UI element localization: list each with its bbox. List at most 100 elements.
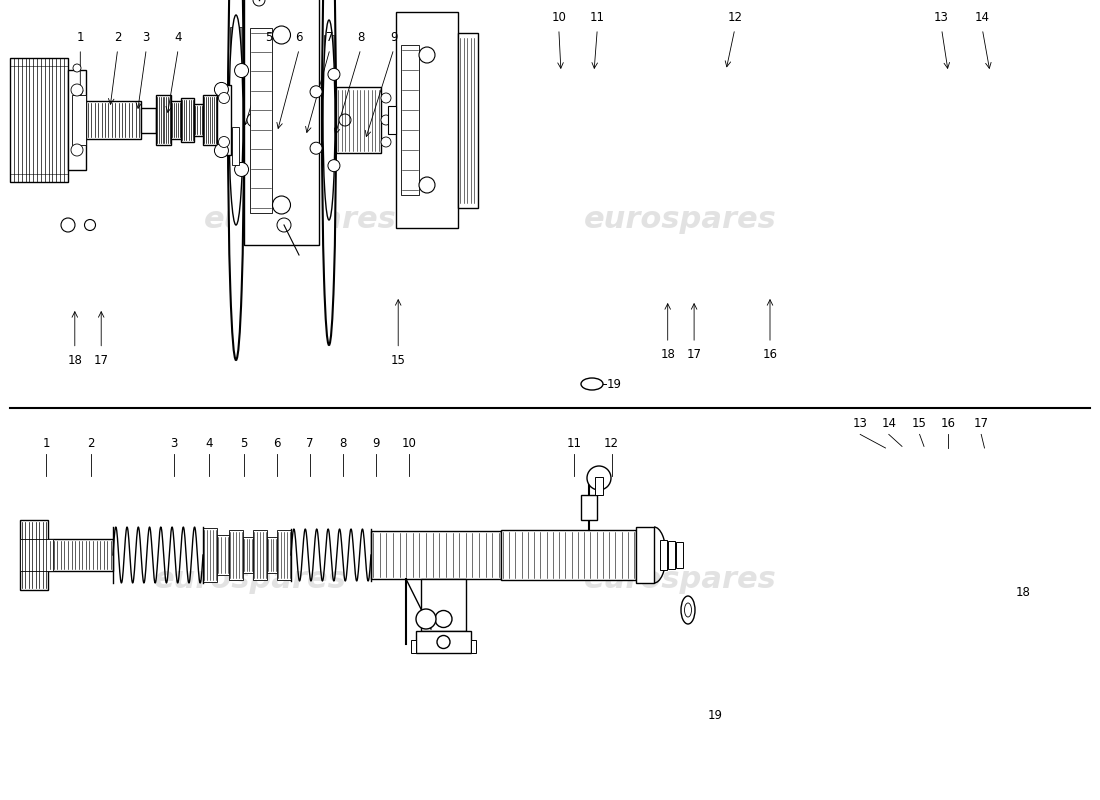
Text: 1: 1 [43,437,50,450]
Ellipse shape [323,20,336,220]
Text: 7: 7 [307,437,314,450]
Text: 8: 8 [358,31,364,44]
Circle shape [328,160,340,172]
Text: 19: 19 [607,378,621,390]
Text: 5: 5 [241,437,248,450]
Bar [253,530,267,580]
Text: 15: 15 [390,354,406,366]
Circle shape [73,64,81,72]
Bar [500,530,636,580]
Circle shape [234,63,249,78]
Circle shape [214,82,229,97]
Bar [471,640,476,653]
Text: 2: 2 [88,437,95,450]
Text: 19: 19 [707,709,723,722]
Bar [229,530,243,580]
Text: 10: 10 [551,11,566,24]
Circle shape [381,93,390,103]
Text: 16: 16 [762,348,778,361]
Text: 8: 8 [340,437,346,450]
Bar [336,87,381,153]
Text: 9: 9 [390,31,397,44]
Ellipse shape [229,15,243,225]
Text: 16: 16 [940,418,956,430]
Text: 13: 13 [934,11,949,24]
Bar [660,540,667,570]
Text: 18: 18 [1015,586,1031,598]
Circle shape [60,218,75,232]
Text: 5: 5 [265,31,272,44]
Bar [676,542,683,568]
Bar [243,537,253,573]
Bar [250,27,272,213]
Circle shape [273,196,290,214]
Bar [86,101,141,139]
Text: 14: 14 [881,418,896,430]
Bar [595,477,603,495]
Circle shape [277,218,292,232]
Circle shape [416,609,436,629]
Circle shape [72,144,82,156]
Bar [170,101,182,139]
Text: 11: 11 [590,11,605,24]
Text: 7: 7 [327,31,333,44]
Bar [141,107,156,133]
Bar [324,35,334,85]
Text: 12: 12 [604,437,619,450]
Bar [232,127,240,165]
Bar [20,539,53,571]
Circle shape [381,115,390,125]
Bar [421,579,466,631]
Bar [411,640,416,653]
Text: 17: 17 [94,354,109,366]
Text: 12: 12 [727,11,742,24]
Text: 6: 6 [296,31,303,44]
Text: eurospares: eurospares [584,566,777,594]
Ellipse shape [581,378,603,390]
Text: 3: 3 [170,437,177,450]
Bar [396,13,458,227]
Bar [416,631,471,653]
Text: 4: 4 [175,31,182,44]
Bar [182,98,194,142]
Text: eurospares: eurospares [154,566,346,594]
Text: 2: 2 [114,31,121,44]
Bar [72,95,86,145]
Text: eurospares: eurospares [584,206,777,234]
Bar [217,535,229,575]
Circle shape [72,84,82,96]
Circle shape [214,143,229,158]
Circle shape [253,0,265,6]
Text: 9: 9 [373,437,380,450]
Circle shape [339,114,351,126]
Bar [371,531,500,579]
Bar [668,541,675,569]
Bar [194,104,204,136]
Circle shape [437,635,450,649]
Bar [458,33,478,207]
Bar [230,27,242,82]
Circle shape [381,137,390,147]
Bar [402,45,419,195]
Text: 3: 3 [143,31,150,44]
Ellipse shape [228,0,244,360]
Text: 13: 13 [852,418,868,430]
Bar [20,520,48,590]
Bar [204,95,217,145]
Ellipse shape [684,603,692,617]
Bar [204,528,217,582]
Circle shape [419,47,435,63]
Bar [68,70,86,170]
Bar [388,106,396,134]
Circle shape [234,162,249,177]
Text: 18: 18 [67,354,82,366]
Circle shape [434,610,452,627]
Circle shape [419,177,435,193]
Bar [244,0,319,245]
Bar [217,85,231,155]
Text: 14: 14 [975,11,990,24]
Text: 15: 15 [912,418,927,430]
Bar [48,539,113,571]
Text: 17: 17 [974,418,989,430]
Circle shape [310,142,322,154]
